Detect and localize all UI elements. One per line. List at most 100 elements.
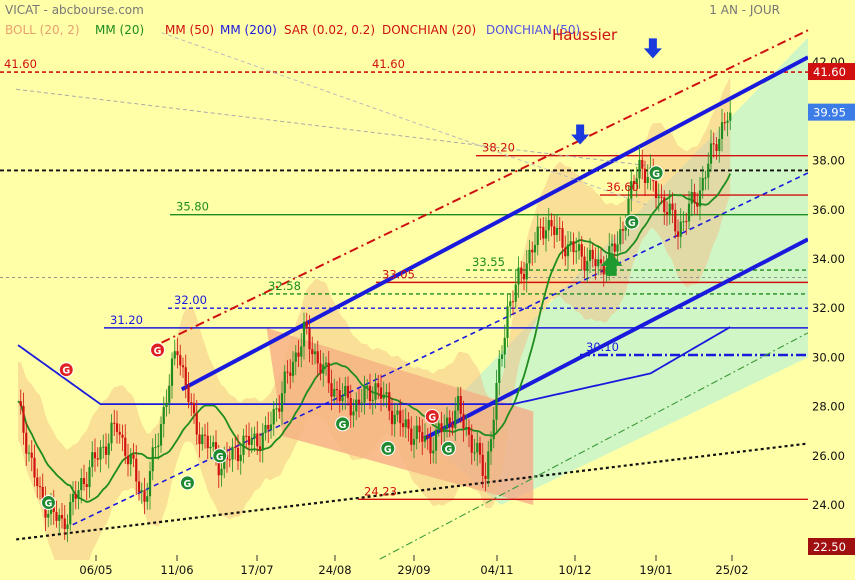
candle-body (132, 454, 135, 459)
candle-body (267, 424, 270, 430)
candle-body (168, 385, 171, 403)
candle-body (476, 442, 479, 453)
candle-body (242, 435, 245, 455)
candle-body (209, 446, 212, 449)
candle-body (498, 358, 501, 383)
signal-label: G (154, 346, 162, 357)
signal-badge (440, 440, 456, 456)
grey-dashed-1 (16, 88, 647, 167)
arrow-up-icon (600, 253, 623, 276)
candle-body (470, 434, 473, 453)
candle-body (674, 209, 677, 232)
candle-body (401, 423, 405, 428)
candle-body (410, 428, 413, 445)
candle-body (247, 436, 251, 445)
candle-body (357, 399, 361, 404)
candle-body (443, 427, 446, 433)
arrow-down-icon (643, 38, 662, 59)
level-label: 24.23 (364, 484, 397, 498)
legend-item: DONCHIAN (20) (382, 23, 476, 37)
candle-body (286, 371, 289, 373)
candle-body (685, 221, 688, 223)
candle-body (558, 227, 561, 229)
candle-body (481, 454, 484, 476)
candle-body (250, 438, 253, 445)
candle-body (192, 402, 196, 414)
candle-body (632, 181, 636, 185)
x-tick-label: 04/11 (480, 563, 513, 577)
candle-body (583, 256, 586, 271)
candle-body (22, 406, 25, 433)
candle-body (412, 439, 416, 445)
candle-body (335, 389, 339, 391)
candle-body (316, 351, 319, 364)
ma200-line (17, 326, 731, 406)
candle-body (346, 385, 350, 398)
grid-layer (0, 71, 810, 501)
axes-layer: 24.00 26.00 28.00 30.00 32.00 34.00 36.00 38.00… (0, 40, 855, 580)
candle-body (324, 362, 328, 365)
candle-body (173, 351, 176, 359)
candle-body (550, 220, 553, 227)
candle-body (506, 306, 509, 338)
candle-body (696, 202, 699, 207)
candle-body (135, 458, 138, 482)
level-label: 41.60 (4, 57, 37, 71)
signal-badge (40, 495, 56, 511)
candle-body (278, 408, 281, 412)
signal-label: G (445, 444, 453, 455)
candle-body (451, 423, 454, 429)
candle-body (283, 371, 286, 394)
candle-body (682, 221, 685, 223)
candle-body (137, 481, 141, 492)
candle-body (641, 159, 644, 169)
candle-body (440, 423, 443, 433)
level-label: 38.20 (482, 141, 515, 155)
candle-body (27, 452, 31, 454)
candle-body (77, 490, 80, 499)
candle-body (377, 383, 380, 388)
x-tick-label: 19/01 (639, 563, 672, 577)
candle-body (38, 486, 42, 488)
candle-body (399, 410, 402, 424)
candle-body (223, 454, 226, 469)
legend-item: BOLL (20, 2) (5, 23, 80, 37)
candle-body (198, 434, 201, 445)
level-label: 33.05 (382, 267, 415, 281)
candle-body (528, 249, 531, 264)
candle-body (151, 447, 154, 472)
candle-body (547, 220, 550, 231)
candle-body (118, 431, 121, 435)
candle-body (718, 138, 721, 151)
candle-body (566, 244, 570, 257)
candle-body (588, 249, 592, 261)
signal-badge (380, 440, 396, 456)
candle-body (709, 143, 713, 164)
candle-body (253, 433, 256, 439)
level-label: 35.80 (176, 200, 209, 214)
candle-body (624, 225, 627, 231)
candle-body (184, 367, 187, 386)
candle-body (69, 502, 72, 525)
candle-body (330, 383, 333, 397)
candle-body (616, 244, 619, 252)
candle-body (407, 419, 410, 429)
candle-body (302, 321, 306, 347)
candle-body (264, 424, 267, 433)
candle-body (605, 267, 608, 275)
candle-body (206, 435, 209, 449)
candle-body (110, 422, 113, 444)
candle-body (495, 382, 498, 420)
legend-item: SAR (0.02, 0.2) (284, 23, 375, 37)
candle-body (555, 227, 559, 235)
candle-body (74, 493, 77, 499)
candle-body (217, 458, 220, 476)
candle-body (300, 346, 303, 357)
legend-item: MM (200) (220, 23, 277, 37)
candle-body (47, 513, 50, 518)
candle-body (599, 259, 603, 264)
candle-body (88, 467, 91, 488)
candle-body (487, 451, 490, 479)
candle-body (190, 402, 193, 404)
